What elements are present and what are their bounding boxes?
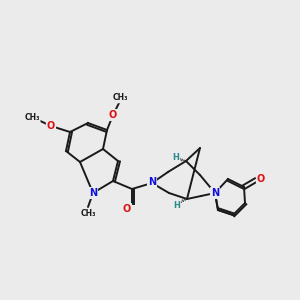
Text: N: N <box>211 188 219 198</box>
Text: H: H <box>174 200 180 209</box>
Text: O: O <box>109 110 117 120</box>
Text: H: H <box>172 152 179 161</box>
Text: O: O <box>257 174 265 184</box>
Text: O: O <box>123 204 131 214</box>
Text: N: N <box>89 188 97 198</box>
Text: CH₃: CH₃ <box>112 94 128 103</box>
Text: N: N <box>148 177 156 187</box>
Text: O: O <box>47 121 55 131</box>
Text: CH₃: CH₃ <box>24 113 40 122</box>
Text: CH₃: CH₃ <box>80 209 96 218</box>
